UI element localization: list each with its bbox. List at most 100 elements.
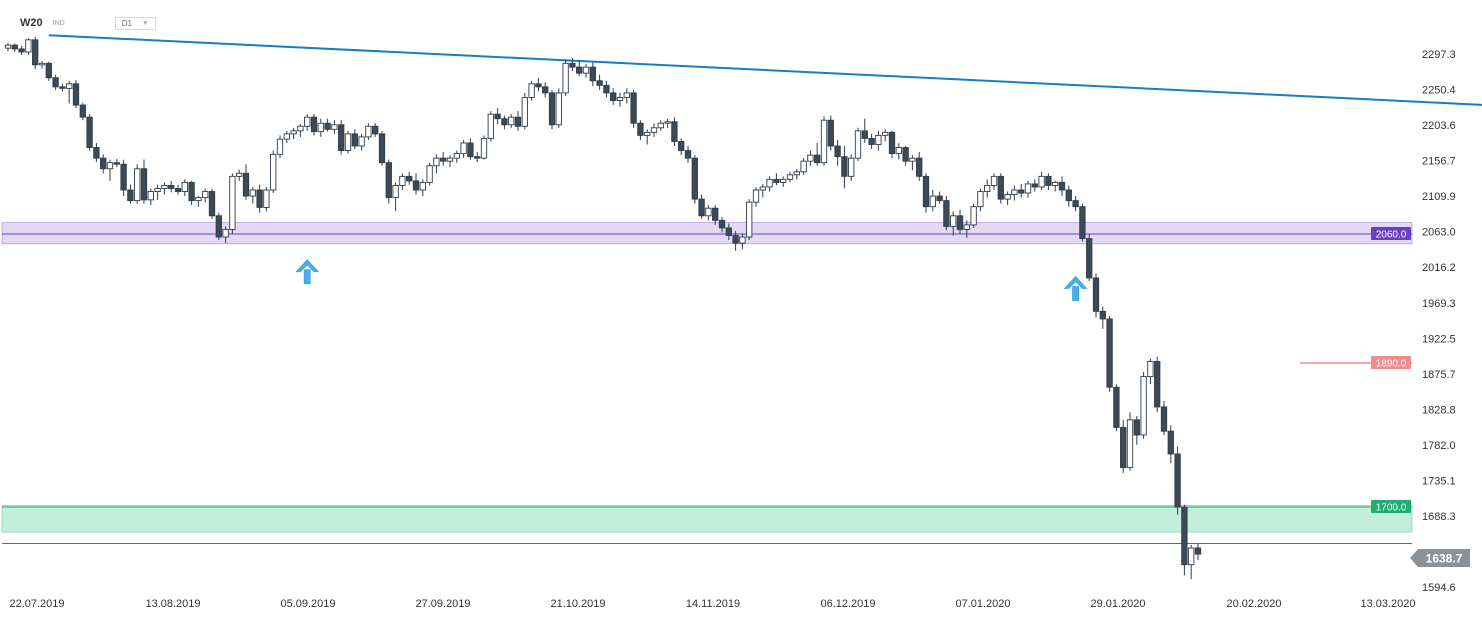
candle <box>746 199 753 241</box>
candle-body <box>630 92 637 124</box>
candle-body <box>861 130 868 139</box>
candle-body <box>1147 360 1154 378</box>
candle <box>412 173 420 195</box>
candle <box>290 127 297 140</box>
candle <box>712 205 719 225</box>
candle <box>304 114 311 131</box>
candle-body <box>623 92 630 98</box>
candle <box>956 209 964 234</box>
y-tick-label: 1782.0 <box>1422 440 1456 452</box>
support-1700-badge <box>1371 500 1411 514</box>
candle <box>1133 416 1140 445</box>
candle-body <box>514 116 522 127</box>
support-1700-label: 1700.0 <box>1376 503 1407 514</box>
y-tick-label: 1688.3 <box>1422 511 1456 523</box>
candle-body <box>970 206 977 226</box>
candle <box>106 159 114 181</box>
symbol-label: W20 <box>20 17 43 29</box>
candle-body <box>759 186 766 191</box>
candle <box>1004 191 1011 206</box>
candle <box>45 61 52 81</box>
candle <box>616 92 624 107</box>
candle <box>59 83 66 92</box>
candle <box>378 130 386 166</box>
candle-body <box>446 157 454 162</box>
candle-body <box>215 215 222 238</box>
candle-body <box>1065 189 1072 202</box>
candle <box>698 194 705 219</box>
candle <box>406 171 413 185</box>
candle <box>52 74 59 90</box>
candle-body <box>474 156 481 159</box>
chart-header: W20 IND D1 ▼ <box>20 14 156 32</box>
candle-body <box>616 97 624 101</box>
candle-body <box>120 163 127 191</box>
candle-body <box>800 160 807 173</box>
candle <box>120 159 127 197</box>
current-price-tag <box>1410 549 1470 567</box>
candle <box>358 133 365 151</box>
x-tick-label: 14.11.2019 <box>686 598 740 610</box>
candle-body <box>684 150 692 159</box>
candle-body <box>521 97 528 127</box>
candle <box>1147 358 1154 385</box>
candle <box>440 152 447 166</box>
candle-body <box>32 39 39 66</box>
candle-body <box>909 157 916 162</box>
candle <box>576 61 583 77</box>
candle <box>161 182 168 195</box>
candle <box>154 184 161 200</box>
candle <box>256 184 263 213</box>
candle-body <box>106 162 114 170</box>
candle-body <box>746 201 753 238</box>
timeframe-selector[interactable]: D1 ▼ <box>114 16 156 30</box>
candle-body <box>718 219 726 229</box>
candle <box>174 184 182 195</box>
candle-body <box>610 92 617 101</box>
candle-body <box>154 188 161 192</box>
y-tick-label: 2063.0 <box>1422 227 1456 239</box>
trendline[interactable] <box>48 34 1482 114</box>
candle-body <box>657 122 664 129</box>
candle <box>18 45 25 55</box>
candle-body <box>494 113 501 120</box>
candle-body <box>38 62 46 66</box>
candle-body <box>1174 453 1181 508</box>
candle-body <box>372 125 379 135</box>
candle <box>773 173 780 186</box>
candle <box>453 150 460 163</box>
candle <box>446 155 454 168</box>
candle <box>372 123 379 137</box>
y-tick-label: 1735.1 <box>1422 475 1456 487</box>
candle-body <box>283 133 290 140</box>
candle-body <box>147 191 154 201</box>
candle-body <box>1188 547 1195 566</box>
candle-body <box>440 157 447 162</box>
candle <box>38 61 46 69</box>
candle <box>1065 185 1072 207</box>
candle <box>242 164 250 200</box>
candle-body <box>86 116 93 148</box>
candle <box>705 205 712 221</box>
candle <box>814 142 821 166</box>
candle-body <box>195 197 202 202</box>
candle-body <box>1092 277 1100 312</box>
candle-body <box>168 184 175 189</box>
candle <box>582 64 590 78</box>
candle-body <box>1072 200 1079 208</box>
candle <box>623 88 630 104</box>
candle-body <box>25 39 32 53</box>
candle-body <box>100 157 107 170</box>
candle-body <box>875 134 882 145</box>
candle-body <box>480 137 488 159</box>
candle-body <box>814 154 821 164</box>
candle <box>208 188 216 219</box>
candle <box>1018 183 1025 198</box>
candle <box>1011 185 1018 201</box>
candle-body <box>963 224 970 230</box>
candle <box>984 179 991 198</box>
candle-body <box>1099 310 1106 320</box>
candle-body <box>793 171 800 176</box>
